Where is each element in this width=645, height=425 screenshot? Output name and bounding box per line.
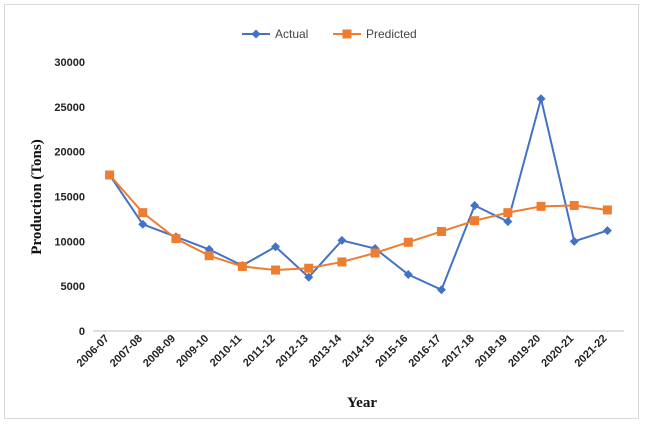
x-tick-label: 2007-08 xyxy=(108,333,145,370)
data-point xyxy=(602,205,612,215)
data-point xyxy=(436,285,446,295)
data-point xyxy=(470,216,480,226)
data-point xyxy=(436,226,446,236)
series-layer xyxy=(105,94,612,295)
data-point xyxy=(602,226,612,236)
data-point xyxy=(470,200,480,210)
x-tick-label: 2017-18 xyxy=(440,333,477,370)
x-tick-label: 2020-21 xyxy=(539,333,576,370)
x-tick-label: 2014-15 xyxy=(340,333,377,370)
data-point xyxy=(171,234,181,244)
x-tick-label: 2015-16 xyxy=(373,333,410,370)
data-point xyxy=(337,257,347,267)
data-point xyxy=(536,94,546,104)
y-tick-label: 10000 xyxy=(54,236,85,248)
legend-item-actual: Actual xyxy=(242,27,308,41)
series-predicted xyxy=(105,170,612,275)
y-tick-label: 15000 xyxy=(54,192,85,204)
data-point xyxy=(271,242,281,252)
data-point xyxy=(105,170,115,180)
data-point xyxy=(271,265,281,275)
series-actual xyxy=(105,94,612,295)
y-tick-label: 30000 xyxy=(54,57,85,69)
y-tick-label: 5000 xyxy=(61,281,85,293)
data-point xyxy=(138,208,148,218)
x-tick-label: 2019-20 xyxy=(506,333,543,370)
data-point xyxy=(304,263,314,273)
x-tick-label: 2008-09 xyxy=(141,333,178,370)
data-point xyxy=(204,251,214,261)
x-tick-label: 2010-11 xyxy=(208,333,245,370)
y-tick-label: 20000 xyxy=(54,147,85,159)
y-axis-title: Production (Tons) xyxy=(29,139,45,254)
x-tick-label: 2016-17 xyxy=(407,333,444,370)
x-tick-label: 2013-14 xyxy=(307,332,345,370)
x-tick-label: 2011-12 xyxy=(241,333,278,370)
legend-marker xyxy=(251,29,261,39)
series-line-actual xyxy=(108,98,608,292)
y-tick-label: 0 xyxy=(79,326,85,338)
legend-item-predicted: Predicted xyxy=(333,27,417,41)
data-point xyxy=(569,200,579,210)
legend-marker xyxy=(342,29,352,39)
data-point xyxy=(304,272,314,282)
data-point xyxy=(403,270,413,280)
data-point xyxy=(237,261,247,271)
x-axis-ticks: 2006-072007-082008-092009-102010-112011-… xyxy=(75,332,610,370)
data-point xyxy=(403,237,413,247)
data-point xyxy=(138,219,148,229)
data-point xyxy=(536,201,546,211)
series-line-predicted xyxy=(108,174,608,272)
data-point xyxy=(337,235,347,245)
legend-label: Actual xyxy=(275,27,308,41)
x-tick-label: 2021-22 xyxy=(572,333,609,370)
y-tick-label: 25000 xyxy=(54,102,85,114)
data-point xyxy=(370,248,380,258)
y-axis-ticks: 0 5000 10000 15000 20000 25000 30000 xyxy=(54,57,85,338)
legend: Actual Predicted xyxy=(242,27,417,41)
x-axis-title: Year xyxy=(347,395,377,411)
data-point xyxy=(503,217,513,227)
data-point xyxy=(503,208,513,218)
x-tick-label: 2009-10 xyxy=(174,333,211,370)
chart-frame xyxy=(4,4,639,419)
x-tick-label: 2006-07 xyxy=(75,333,112,370)
x-tick-label: 2012-13 xyxy=(274,333,311,370)
x-tick-label: 2018-19 xyxy=(473,333,510,370)
data-point xyxy=(569,236,579,246)
legend-label: Predicted xyxy=(366,27,417,41)
